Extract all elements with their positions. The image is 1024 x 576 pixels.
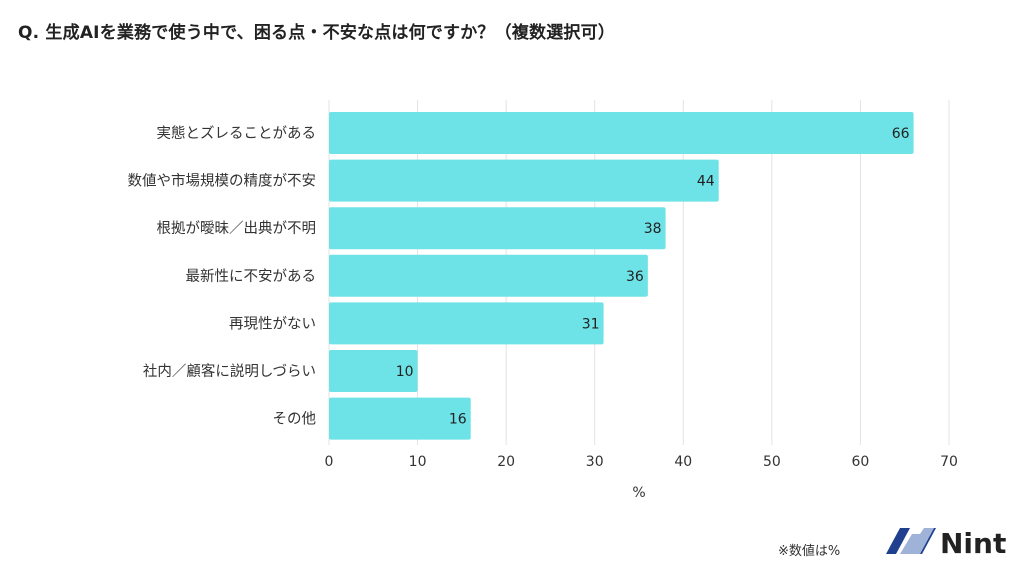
- bar: [329, 397, 471, 440]
- x-tick-label: 20: [497, 454, 515, 470]
- x-tick-label: 50: [763, 454, 781, 470]
- category-label: 根拠が曖昧／出典が不明: [157, 220, 317, 237]
- data-label: 10: [396, 364, 414, 380]
- data-label: 31: [582, 316, 600, 332]
- category-label: 再現性がない: [229, 315, 316, 332]
- footnote: ※数値は%: [778, 544, 841, 559]
- category-label: その他: [273, 411, 317, 428]
- x-axis-label: %: [632, 485, 645, 501]
- category-label: 数値や市場規模の精度が不安: [128, 173, 317, 190]
- chart-title: Q. 生成AIを業務で使う中で、困る点・不安な点は何ですか？（複数選択可）: [18, 23, 616, 43]
- logo-mark-dark: [886, 528, 910, 554]
- x-tick-label: 70: [940, 454, 958, 470]
- x-tick-label: 60: [852, 454, 870, 470]
- category-label: 実態とズレることがある: [157, 125, 317, 142]
- logo-mark-light: [900, 528, 934, 554]
- x-tick-label: 30: [586, 454, 604, 470]
- data-label: 36: [626, 269, 644, 285]
- category-label: 社内／顧客に説明しづらい: [143, 363, 316, 380]
- bar: [329, 159, 719, 202]
- bar-chart: 0 10 20 30 40 50 60 70% 実態とズレることがある 66 数値や市場規模の精度が…: [128, 100, 958, 501]
- nint-logo: Nint: [886, 527, 1006, 558]
- x-tick-label: 10: [409, 454, 427, 470]
- x-tick-label: 40: [674, 454, 692, 470]
- bar: [329, 112, 914, 154]
- data-label: 16: [449, 412, 467, 428]
- data-label: 38: [644, 221, 662, 237]
- bar: [329, 302, 604, 345]
- category-label: 最新性に不安がある: [186, 268, 317, 285]
- data-label: 66: [892, 126, 910, 142]
- bar: [329, 207, 666, 250]
- data-label: 44: [697, 174, 715, 190]
- svg-text:Nint: Nint: [940, 527, 1006, 558]
- bar: [329, 254, 648, 297]
- x-tick-label: 0: [325, 454, 334, 470]
- bar: [329, 350, 418, 392]
